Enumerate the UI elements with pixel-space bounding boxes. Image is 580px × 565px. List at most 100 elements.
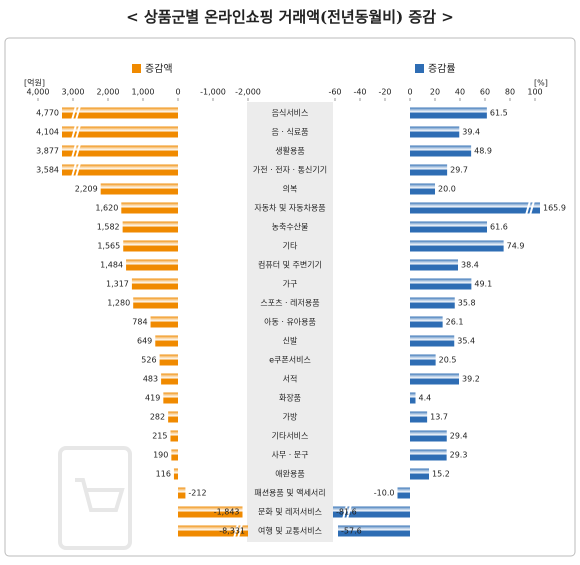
bar [178, 506, 243, 518]
break-mark [71, 105, 81, 121]
bar [410, 430, 447, 442]
bar [131, 278, 178, 290]
legend-label: 증감액 [145, 63, 173, 75]
chart-title: < 상품군별 온라인쇼핑 거래액(전년동월비) 증감 > [126, 8, 454, 26]
bar [410, 278, 472, 290]
value-label: 1,317 [106, 280, 129, 289]
value-label: -10.0 [374, 489, 395, 498]
bar [171, 449, 178, 461]
value-label: 419 [145, 394, 160, 403]
bar [150, 316, 178, 328]
bar [133, 297, 178, 309]
category-label: 문화 및 레저서비스 [258, 507, 322, 517]
x-axis-unit: [억원] [24, 78, 45, 88]
value-label: 26.1 [446, 318, 464, 327]
bar [410, 335, 455, 347]
bar [100, 183, 178, 195]
x-tick-label: 40 [455, 88, 465, 97]
value-label: -1,843 [214, 508, 240, 517]
break-mark [525, 200, 535, 216]
bar [62, 107, 178, 119]
category-label: 서적 [283, 374, 298, 384]
bar [410, 316, 443, 328]
value-label: 165.9 [543, 204, 566, 213]
category-label: 화장품 [279, 393, 301, 403]
x-tick-label: -40 [353, 88, 366, 97]
bar [410, 107, 487, 119]
value-label: 3,877 [36, 147, 59, 156]
bar [155, 335, 178, 347]
legend-swatch [132, 64, 141, 73]
value-label: -81.6 [336, 508, 357, 517]
bar [410, 126, 460, 138]
category-label: 의복 [283, 184, 298, 194]
value-label: 20.0 [438, 185, 456, 194]
x-tick-label: -60 [328, 88, 341, 97]
bar [410, 354, 436, 366]
value-label: 215 [152, 432, 167, 441]
bar [410, 183, 435, 195]
category-label: 사무 · 문구 [271, 451, 308, 460]
value-label: 48.9 [474, 147, 492, 156]
value-label: 1,582 [97, 223, 120, 232]
bar [173, 468, 178, 480]
x-tick-label: -1,000 [200, 88, 226, 97]
value-label: 4,104 [36, 128, 59, 137]
x-tick-label: 0 [175, 88, 180, 97]
bar [410, 468, 429, 480]
category-label: 신발 [283, 336, 298, 346]
value-label: 38.4 [461, 261, 479, 270]
category-label: 컴퓨터 및 주변기기 [258, 260, 322, 270]
x-tick-label: -2,000 [235, 88, 261, 97]
bar [121, 202, 178, 214]
value-label: 61.5 [490, 109, 508, 118]
bar [62, 126, 178, 138]
value-label: 116 [156, 470, 171, 479]
x-tick-label: 100 [527, 88, 542, 97]
value-label: 190 [153, 451, 168, 460]
value-label: 1,484 [100, 261, 123, 270]
category-label: 가전 · 전자 · 통신기기 [253, 165, 327, 175]
value-label: 61.6 [490, 223, 508, 232]
bar [410, 240, 504, 252]
series-group [333, 107, 540, 537]
category-label: 음 · 식료품 [271, 128, 308, 137]
bar [410, 221, 487, 233]
bar [168, 411, 178, 423]
bar [62, 145, 179, 157]
value-label: 1,565 [97, 242, 120, 251]
value-label: 39.2 [462, 375, 480, 384]
category-label: 기타 [283, 242, 298, 251]
value-label: 4.4 [419, 394, 432, 403]
break-mark [71, 124, 81, 140]
category-label: 가방 [283, 412, 298, 422]
value-label: 526 [141, 356, 156, 365]
break-mark [233, 523, 243, 539]
bar [410, 164, 448, 176]
bar [178, 487, 186, 499]
x-tick-label: 1,000 [132, 88, 155, 97]
x-tick-label: 60 [480, 88, 490, 97]
x-tick-label: 80 [505, 88, 515, 97]
category-label: e쿠폰서비스 [269, 356, 311, 365]
value-label: 13.7 [430, 413, 448, 422]
bar [410, 297, 455, 309]
value-label: 649 [137, 337, 152, 346]
value-label: -8,331 [219, 527, 245, 536]
category-band [247, 102, 333, 542]
x-tick-label: 0 [407, 88, 412, 97]
value-label: 1,280 [107, 299, 130, 308]
value-label: 3,584 [36, 166, 59, 175]
bar [338, 525, 410, 537]
value-label: 483 [143, 375, 158, 384]
series-group [62, 107, 248, 537]
value-label: 39.4 [462, 128, 480, 137]
category-label: 농축수산물 [272, 222, 309, 232]
x-tick-label: 20 [430, 88, 440, 97]
bar [126, 259, 178, 271]
bar [410, 411, 428, 423]
value-label: 282 [150, 413, 165, 422]
bar [410, 449, 447, 461]
